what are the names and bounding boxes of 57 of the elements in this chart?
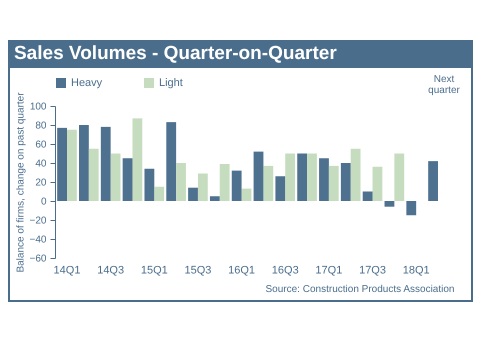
bar xyxy=(110,154,120,201)
bar xyxy=(428,161,438,201)
legend-label: Light xyxy=(159,77,183,89)
bar xyxy=(188,188,198,201)
bar xyxy=(275,176,286,201)
bar xyxy=(285,154,296,201)
text: Next quarter xyxy=(427,74,461,96)
bar xyxy=(362,192,373,201)
bar xyxy=(406,201,416,216)
x-tick-label: 14Q3 xyxy=(97,264,124,276)
bar xyxy=(232,170,242,201)
bar xyxy=(384,201,394,207)
bar xyxy=(340,163,351,201)
bar xyxy=(166,122,176,201)
bar xyxy=(328,166,339,201)
bar xyxy=(319,158,329,201)
x-tick-label: 16Q3 xyxy=(272,264,299,276)
y-tick-label: −20 xyxy=(30,216,47,226)
y-tick-label: 40 xyxy=(35,158,47,170)
x-tick-label: 14Q1 xyxy=(54,264,80,276)
bar xyxy=(210,196,220,201)
x-tick-label: 16Q1 xyxy=(228,264,256,276)
bar xyxy=(263,166,274,201)
bar xyxy=(88,148,99,201)
bar xyxy=(297,154,308,201)
legend-label: Heavy xyxy=(71,77,103,89)
x-tick-label: 15Q1 xyxy=(140,264,168,276)
bar xyxy=(67,130,77,201)
bar xyxy=(350,148,361,201)
y-tick-label: 0 xyxy=(40,196,47,208)
y-tick-label: 100 xyxy=(30,102,47,112)
source-note: Source: Construction Products Association xyxy=(264,284,456,295)
x-tick-label: 17Q1 xyxy=(315,264,342,276)
y-axis-title: Balance of firms, change on past quarter xyxy=(16,92,27,273)
bar xyxy=(122,158,132,201)
bar xyxy=(394,154,404,201)
y-tick-label: −60 xyxy=(30,254,47,264)
bar xyxy=(144,168,154,201)
bar xyxy=(198,173,208,201)
bar xyxy=(372,166,382,201)
bar xyxy=(79,125,89,201)
bar xyxy=(100,126,111,201)
x-tick-label: 18Q1 xyxy=(402,264,430,276)
y-tick-label: 60 xyxy=(35,140,47,150)
y-tick-label: 80 xyxy=(35,120,47,132)
x-tick-label: 15Q3 xyxy=(184,264,212,276)
bar xyxy=(307,154,317,201)
y-tick-label: 20 xyxy=(35,178,47,188)
x-tick-label: 17Q3 xyxy=(359,264,386,276)
y-tick-label: −40 xyxy=(30,234,47,246)
bar xyxy=(220,164,230,201)
bar xyxy=(154,186,164,201)
bar xyxy=(176,163,186,201)
bar xyxy=(242,188,252,201)
bar xyxy=(132,118,142,201)
chart-title: Sales Volumes - Quarter-on-Quarter xyxy=(8,40,473,68)
bar xyxy=(254,152,264,201)
